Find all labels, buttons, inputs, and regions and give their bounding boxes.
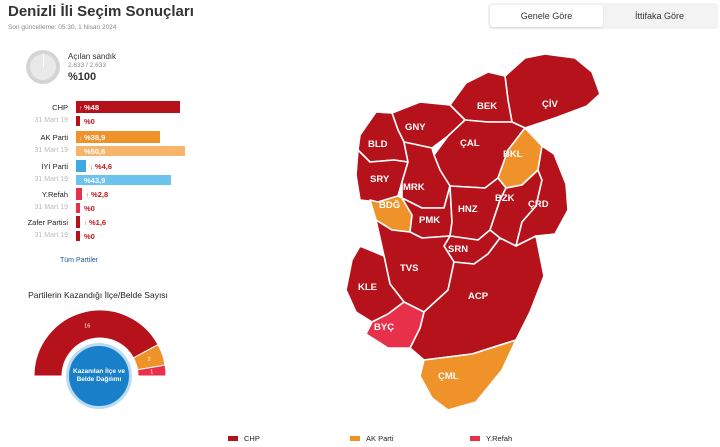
district-civ[interactable] xyxy=(504,53,601,129)
party-prev-bar xyxy=(76,116,80,126)
legend-swatch xyxy=(350,436,360,441)
district-label-crd: ÇRD xyxy=(528,199,549,210)
party-value: ↓ %4,6 xyxy=(89,162,113,171)
district-label-cal: ÇAL xyxy=(460,138,480,149)
party-value: ↑ %48 xyxy=(79,103,100,112)
party-prev-bar xyxy=(76,203,80,213)
district-label-byc: BYÇ xyxy=(374,322,394,333)
party-name: Zafer Partisi xyxy=(27,218,68,227)
ballot-label: Açılan sandık xyxy=(68,52,117,61)
arrow-icon: ↓ xyxy=(79,136,82,142)
party-prev-label: 31 Mart 19 xyxy=(34,204,68,211)
party-name: AK Parti xyxy=(40,133,68,142)
party-prev-value: %43,9 xyxy=(84,176,106,185)
district-label-mrk: MRK xyxy=(403,182,425,193)
district-label-srn: SRN xyxy=(448,244,468,255)
party-name: Y.Refah xyxy=(41,190,68,199)
district-map: ÇİV BEK GNY BLD ÇAL BKL SRY MRK BDĞ PMK … xyxy=(345,53,601,411)
seat-segment-label: 1 xyxy=(150,370,153,376)
district-label-hnz: HNZ xyxy=(458,204,478,215)
district-crd[interactable] xyxy=(515,145,569,247)
district-label-bzk: BZK xyxy=(495,193,515,204)
district-label-cml: ÇML xyxy=(438,371,459,382)
party-bar xyxy=(76,131,161,143)
arrow-icon: ↑ xyxy=(84,221,87,227)
seat-segment-label: 2 xyxy=(148,357,151,363)
arrow-icon: ↑ xyxy=(79,106,82,112)
party-value: ↑ %1,6 xyxy=(84,218,107,227)
legend-item-yrefah: Y.Refah xyxy=(470,434,512,443)
party-prev-value: %50,6 xyxy=(84,147,106,156)
tab-general[interactable]: Genele Göre xyxy=(490,5,603,27)
seat-chart-title: Partilerin Kazandığı İlçe/Belde Sayısı xyxy=(28,290,168,300)
party-bar xyxy=(76,216,80,228)
all-parties-link[interactable]: Tüm Partiler xyxy=(60,257,99,264)
seat-segment-label: 16 xyxy=(84,324,90,330)
party-value: ↓ %38,9 xyxy=(79,133,106,142)
district-label-bkl: BKL xyxy=(503,149,523,160)
party-prev-label: 31 Mart 19 xyxy=(34,232,68,239)
ballot-progress-donut xyxy=(26,50,60,84)
party-name: İYİ Parti xyxy=(41,162,68,171)
district-byc[interactable] xyxy=(365,301,425,349)
party-prev-bar xyxy=(76,146,186,156)
district-sry[interactable] xyxy=(355,149,409,203)
district-label-gny: GNY xyxy=(405,122,426,133)
legend-item-chp: CHP xyxy=(228,434,260,443)
party-prev-bar xyxy=(76,231,80,241)
tab-alliance[interactable]: İttifaka Göre xyxy=(634,11,685,21)
legend-label: AK Parti xyxy=(366,434,394,443)
last-updated: Son güncelleme: 05:30, 1 Nisan 2024 xyxy=(8,24,117,31)
seat-segment-chp xyxy=(33,309,159,377)
party-bar xyxy=(76,188,83,200)
arrow-icon: ↓ xyxy=(89,165,93,171)
legend-label: Y.Refah xyxy=(486,434,513,443)
legend-swatch xyxy=(470,436,480,441)
district-label-bld: BLD xyxy=(368,139,388,150)
seat-distribution-button[interactable]: Kazanılan İlçe ve Belde Dağılımı xyxy=(66,343,132,409)
party-bar xyxy=(76,160,86,172)
district-label-tvs: TVS xyxy=(400,263,418,274)
legend-swatch xyxy=(228,436,238,441)
ballot-percent: %100 xyxy=(68,71,97,83)
district-label-bek: BEK xyxy=(477,101,497,112)
ballot-count: 2.633 / 2.633 xyxy=(68,62,106,69)
district-label-sry: SRY xyxy=(370,174,390,185)
party-prev-value: %0 xyxy=(84,232,95,241)
party-name: CHP xyxy=(52,103,68,112)
party-value: ↑ %2,8 xyxy=(86,190,109,199)
party-prev-label: 31 Mart 19 xyxy=(34,176,68,183)
district-label-kle: KLE xyxy=(358,282,377,293)
party-prev-label: 31 Mart 19 xyxy=(34,147,68,154)
district-label-civ: ÇİV xyxy=(542,99,559,110)
arrow-icon: ↑ xyxy=(86,193,90,199)
party-bar xyxy=(76,101,180,113)
party-prev-value: %0 xyxy=(84,204,95,213)
district-label-bdg: BDĞ xyxy=(379,199,400,211)
party-prev-bar xyxy=(76,175,171,185)
legend-item-akp: AK Parti xyxy=(350,434,394,443)
view-tabs: Genele Göre İttifaka Göre xyxy=(488,3,718,29)
seat-segment-yrefah xyxy=(136,364,167,377)
legend-label: CHP xyxy=(244,434,260,443)
party-prev-value: %0 xyxy=(84,117,95,126)
page-title: Denizli İli Seçim Sonuçları xyxy=(8,3,194,20)
district-label-pmk: PMK xyxy=(419,215,440,226)
party-prev-label: 31 Mart 19 xyxy=(34,117,68,124)
district-cml[interactable] xyxy=(419,339,517,411)
district-label-acp: ACP xyxy=(468,291,489,302)
